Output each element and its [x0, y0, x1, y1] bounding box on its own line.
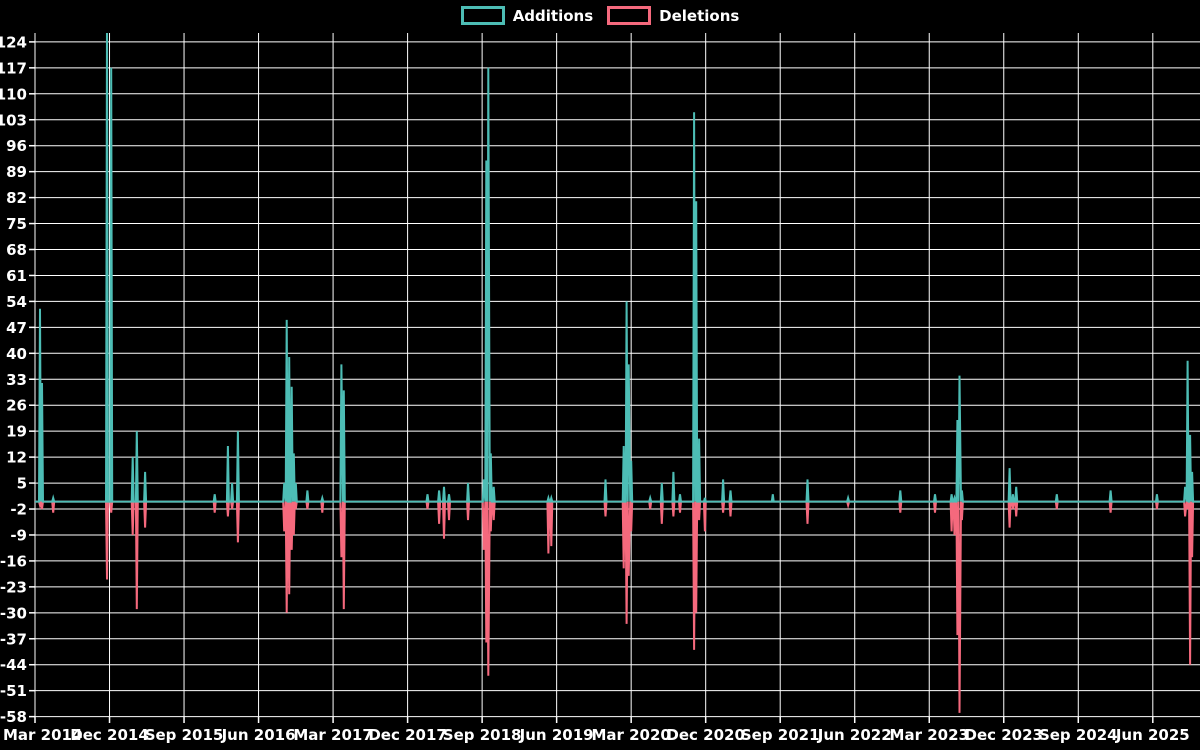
legend-item-deletions[interactable]: Deletions	[607, 6, 739, 25]
y-tick-label: 26	[6, 397, 27, 415]
x-tick-label: Dec 2020	[666, 726, 745, 744]
y-tick-label: 82	[6, 189, 27, 207]
legend-label-additions: Additions	[512, 6, 594, 25]
legend-item-additions[interactable]: Additions	[460, 6, 594, 25]
y-tick-label: 117	[0, 59, 27, 77]
y-tick-label: 33	[6, 371, 27, 389]
y-tick-label: 5	[17, 475, 27, 493]
additions-swatch-icon	[460, 6, 505, 25]
y-tick-label: 68	[6, 241, 27, 259]
x-tick-label: Sep 2021	[741, 726, 820, 744]
x-tick-label: Jun 2016	[221, 726, 296, 744]
y-tick-label: 124	[0, 33, 27, 51]
y-tick-label: -51	[0, 682, 27, 700]
legend-label-deletions: Deletions	[659, 6, 740, 25]
y-tick-label: 19	[6, 423, 27, 441]
x-tick-label: Dec 2017	[368, 726, 447, 744]
y-tick-label: -37	[0, 630, 27, 648]
deletions-swatch-icon	[607, 6, 652, 25]
deletions-line	[35, 500, 1200, 713]
x-tick-label: Mar 2020	[591, 726, 670, 744]
y-tick-label: 75	[6, 215, 27, 233]
x-tick-label: Sep 2024	[1039, 726, 1118, 744]
y-tick-label: -30	[0, 604, 27, 622]
x-tick-label: Mar 2023	[890, 726, 969, 744]
y-tick-label: 54	[6, 293, 27, 311]
x-tick-label: Dec 2014	[70, 726, 149, 744]
y-tick-label: 61	[6, 267, 27, 285]
y-tick-label: -23	[0, 578, 27, 596]
y-tick-label: 12	[6, 449, 27, 467]
x-tick-label: Mar 2017	[293, 726, 372, 744]
x-tick-label: Sep 2018	[443, 726, 522, 744]
x-tick-label: Dec 2023	[965, 726, 1044, 744]
y-tick-label: 103	[0, 111, 27, 129]
y-tick-label: -16	[0, 552, 27, 570]
x-tick-label: Jun 2019	[519, 726, 594, 744]
x-tick-label: Mar 2014	[3, 726, 82, 744]
x-tick-label: Jun 2022	[817, 726, 892, 744]
y-tick-label: -2	[10, 501, 27, 519]
y-tick-label: 89	[6, 163, 27, 181]
additions-line	[35, 33, 1200, 503]
y-tick-label: 96	[6, 137, 27, 155]
y-tick-label: -9	[10, 526, 27, 544]
x-tick-label: Jun 2025	[1115, 726, 1190, 744]
y-tick-label: -58	[0, 708, 27, 726]
y-tick-label: 47	[6, 319, 27, 337]
y-tick-label: 110	[0, 85, 27, 103]
legend: Additions Deletions	[0, 6, 1200, 25]
y-tick-label: 40	[6, 345, 27, 363]
x-tick-label: Sep 2015	[145, 726, 224, 744]
y-tick-label: -44	[0, 656, 27, 674]
